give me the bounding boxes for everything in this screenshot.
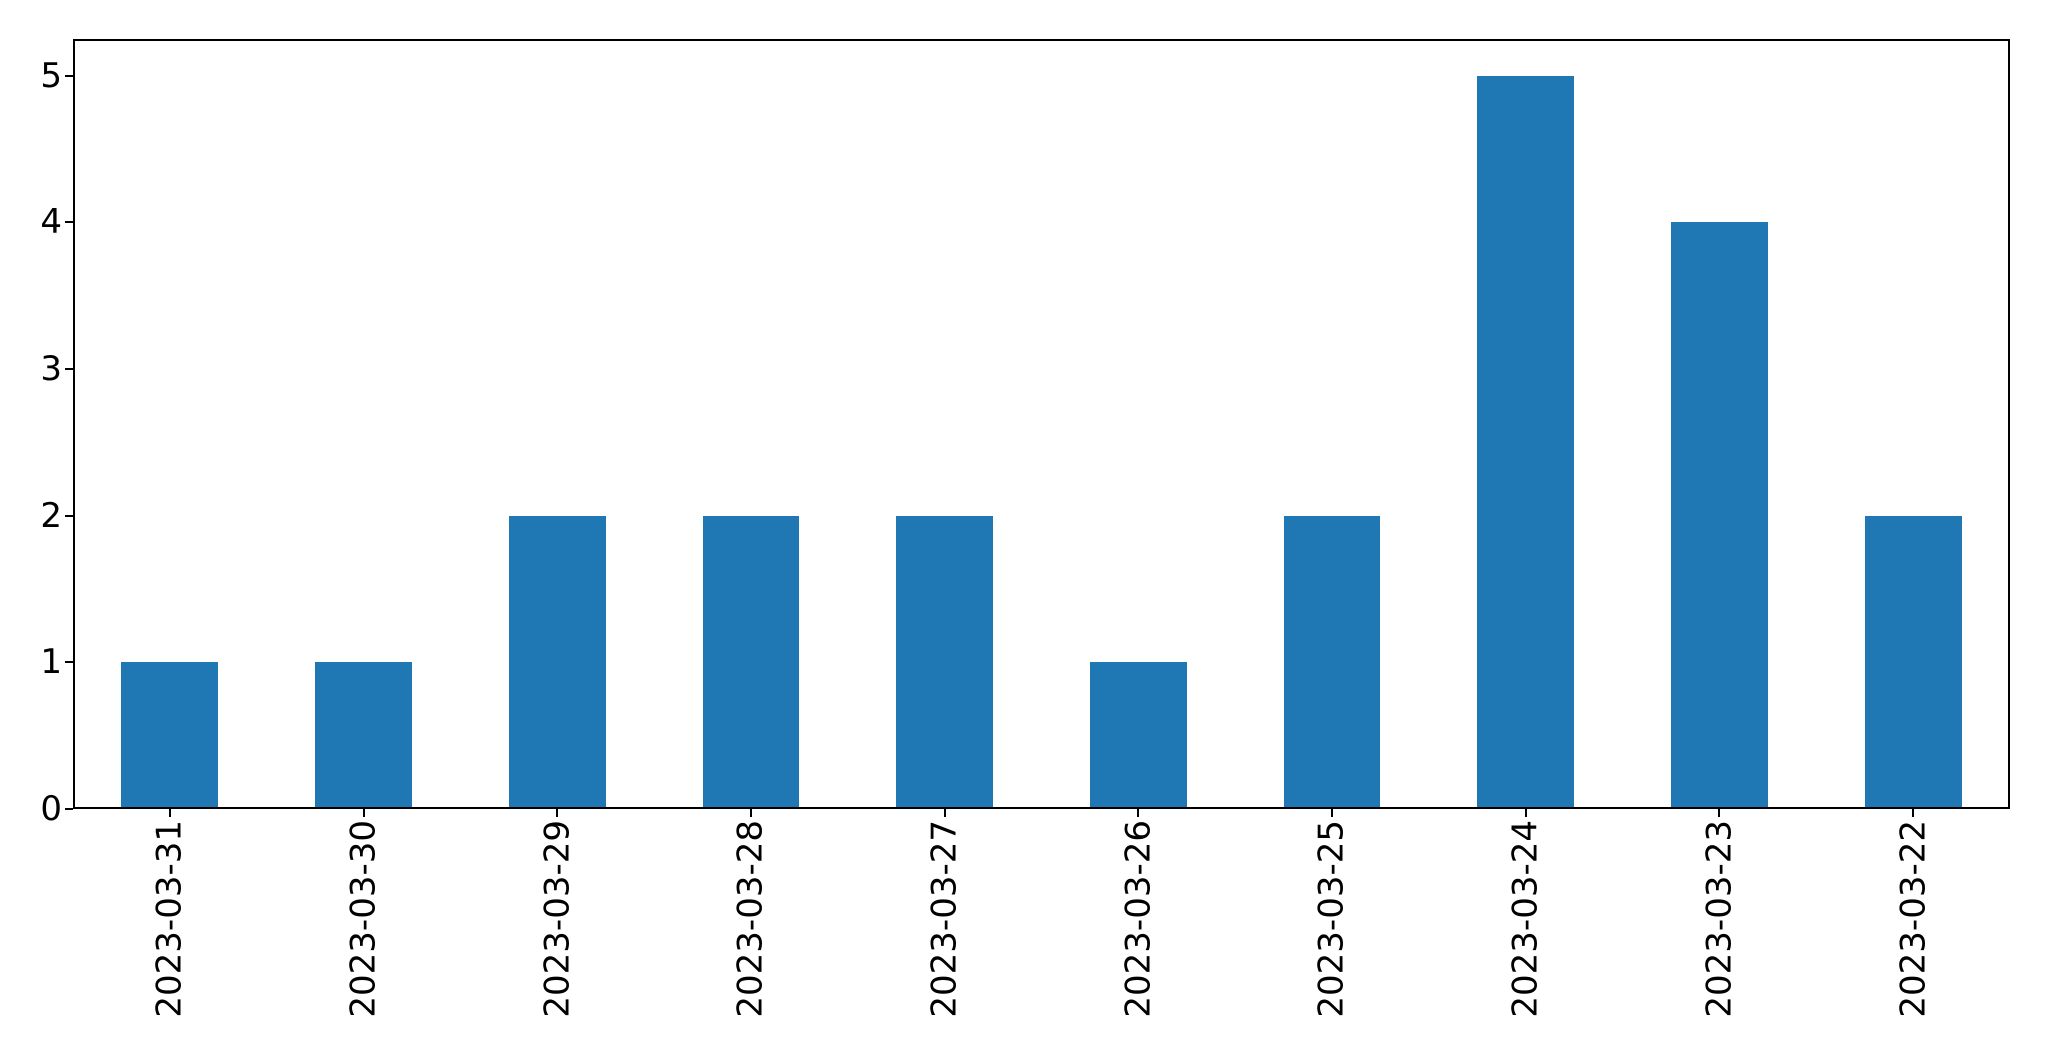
bar-2023-03-30 — [315, 662, 412, 809]
x-tick-mark — [1524, 809, 1527, 817]
y-tick-label: 3 — [40, 349, 62, 389]
x-tick-label: 2023-03-30 — [343, 820, 384, 1018]
x-tick-mark — [1718, 809, 1721, 817]
bar-2023-03-28 — [702, 515, 800, 809]
bar-2023-03-27 — [896, 515, 994, 809]
x-tick-mark — [556, 809, 559, 817]
x-tick-label: 2023-03-26 — [1118, 820, 1159, 1018]
x-tick-mark — [168, 809, 171, 817]
y-tick-mark — [65, 74, 73, 77]
x-tick-mark — [1331, 809, 1334, 817]
x-tick-mark — [749, 809, 752, 817]
y-tick-mark — [65, 808, 73, 810]
y-tick-mark — [65, 221, 73, 224]
x-tick-label: 2023-03-28 — [730, 820, 771, 1018]
y-tick-mark — [65, 514, 73, 517]
x-tick-label: 2023-03-29 — [537, 820, 578, 1018]
bar-2023-03-25 — [1283, 515, 1381, 809]
bar-2023-03-23 — [1671, 222, 1768, 809]
bar-2023-03-31 — [121, 662, 219, 809]
bar-2023-03-29 — [508, 515, 606, 809]
x-tick-label: 2023-03-31 — [149, 820, 190, 1018]
x-tick-label: 2023-03-27 — [924, 820, 965, 1018]
x-tick-label: 2023-03-24 — [1505, 820, 1546, 1018]
y-tick-label: 4 — [40, 202, 62, 243]
x-tick-label: 2023-03-25 — [1312, 820, 1353, 1018]
x-tick-mark — [1912, 809, 1915, 817]
bar-2023-03-26 — [1089, 662, 1187, 809]
y-tick-label: 2 — [40, 495, 62, 536]
x-tick-label: 2023-03-22 — [1893, 820, 1934, 1018]
x-tick-mark — [943, 809, 946, 817]
x-tick-mark — [1137, 809, 1140, 817]
y-tick-label: 0 — [40, 789, 62, 829]
x-tick-mark — [362, 809, 365, 817]
y-tick-mark — [65, 661, 73, 664]
bar-2023-03-22 — [1864, 515, 1962, 809]
y-tick-label: 1 — [40, 642, 62, 683]
y-tick-mark — [65, 368, 73, 370]
y-tick-label: 5 — [40, 55, 62, 96]
x-tick-label: 2023-03-23 — [1699, 820, 1740, 1018]
bar-2023-03-24 — [1477, 75, 1575, 809]
